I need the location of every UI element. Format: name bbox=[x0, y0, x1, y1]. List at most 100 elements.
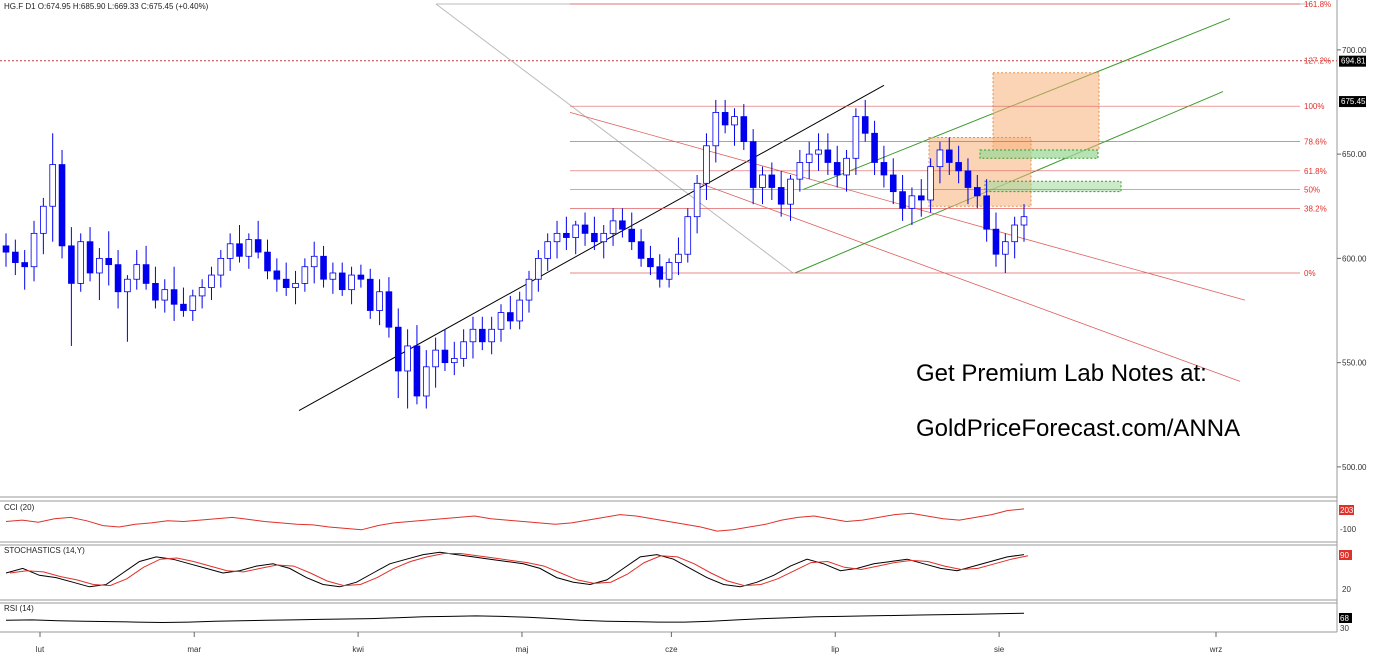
rsi-title: RSI (14) bbox=[4, 604, 34, 613]
candle-body bbox=[693, 182, 701, 218]
time-tick-label: lip bbox=[831, 645, 840, 654]
rsi-ref: 30 bbox=[1340, 624, 1349, 633]
candle-body bbox=[198, 287, 206, 297]
time-tick-label: lut bbox=[36, 645, 45, 654]
candle-body bbox=[731, 116, 738, 126]
candle-body bbox=[170, 289, 178, 305]
candle-body bbox=[880, 162, 888, 176]
price-tick-label: 650.00 bbox=[1342, 150, 1367, 159]
cci-value: 203 bbox=[1340, 506, 1354, 515]
price-tick-label: 700.00 bbox=[1342, 46, 1367, 55]
candle-body bbox=[2, 245, 10, 253]
candle-body bbox=[152, 283, 159, 301]
candle-body bbox=[805, 153, 813, 163]
last-price-tag bbox=[1339, 96, 1366, 108]
candle-body bbox=[226, 243, 234, 259]
candle-body bbox=[310, 255, 318, 268]
candle-body bbox=[703, 145, 710, 184]
candle-body bbox=[964, 170, 972, 188]
rsi-value: 68 bbox=[1340, 614, 1349, 623]
candle-body bbox=[768, 174, 776, 188]
candle-body bbox=[581, 224, 589, 234]
candle-body bbox=[516, 299, 523, 322]
green-gap-lower bbox=[984, 180, 1122, 193]
promo-line-1: Get Premium Lab Notes at: bbox=[916, 360, 1207, 387]
candle-body bbox=[609, 220, 617, 234]
candle-body bbox=[665, 262, 673, 280]
candle-body bbox=[815, 149, 822, 155]
candle-body bbox=[628, 228, 636, 243]
candle-body bbox=[21, 262, 28, 268]
candle-body bbox=[217, 257, 225, 276]
candle-body bbox=[553, 232, 561, 243]
candle-body bbox=[385, 291, 393, 328]
candle-body bbox=[563, 232, 570, 238]
stoch-k-series bbox=[5, 551, 1025, 588]
rsi-line bbox=[5, 612, 1025, 624]
candle-body bbox=[759, 174, 766, 188]
candle-body bbox=[1011, 224, 1018, 243]
fib-label: 61.8% bbox=[1304, 167, 1327, 176]
candle-body bbox=[273, 270, 281, 280]
candle-body bbox=[432, 349, 439, 368]
candle-body bbox=[619, 220, 626, 230]
candle-body bbox=[497, 312, 505, 330]
down-channel-upper bbox=[569, 112, 1246, 301]
candle-body bbox=[422, 366, 430, 397]
candle-body bbox=[12, 251, 19, 263]
candle-body bbox=[927, 166, 934, 201]
candle-body bbox=[348, 274, 355, 291]
candle-body bbox=[721, 112, 729, 126]
candle-body bbox=[68, 245, 75, 284]
candle-body bbox=[488, 328, 495, 343]
candle-body bbox=[124, 278, 131, 293]
candle-body bbox=[544, 241, 551, 259]
promo-line-2: GoldPriceForecast.com/ANNA bbox=[916, 415, 1240, 442]
candle-body bbox=[908, 195, 916, 209]
resistance-label: 694.81 bbox=[1341, 57, 1366, 66]
down-channel-lower bbox=[699, 182, 1241, 382]
candle-body bbox=[684, 216, 692, 255]
candle-body bbox=[525, 278, 533, 301]
candle-body bbox=[974, 187, 981, 197]
green-gap-upper bbox=[979, 149, 1099, 159]
candle-body bbox=[49, 164, 56, 207]
fib-label: 127.2% bbox=[1304, 57, 1331, 66]
candle-body bbox=[338, 272, 346, 291]
candle-body bbox=[329, 272, 337, 280]
candle-body bbox=[740, 116, 748, 143]
stoch-ref: 20 bbox=[1342, 585, 1351, 594]
candle-body bbox=[843, 157, 850, 176]
candle-body bbox=[245, 239, 253, 257]
candle-body bbox=[189, 295, 197, 311]
stoch-d-series bbox=[9, 553, 1029, 587]
cci-title: CCI (20) bbox=[4, 503, 35, 512]
candle-body bbox=[264, 251, 271, 272]
candle-body bbox=[96, 257, 103, 274]
grey-trend-line bbox=[435, 3, 794, 274]
candle-body bbox=[394, 326, 402, 372]
fib-label: 50% bbox=[1304, 186, 1320, 195]
time-tick-label: sie bbox=[994, 645, 1005, 654]
candle-body bbox=[292, 283, 299, 288]
candle-body bbox=[357, 274, 365, 280]
candle-body bbox=[236, 243, 243, 257]
cci-series bbox=[5, 508, 1025, 532]
stoch-value: 90 bbox=[1340, 551, 1349, 560]
cci-ref: -100 bbox=[1340, 525, 1357, 534]
candle-body bbox=[749, 141, 757, 188]
candle-body bbox=[600, 232, 608, 243]
candle-body bbox=[796, 162, 804, 180]
candle-body bbox=[889, 174, 897, 193]
candle-body bbox=[591, 232, 598, 243]
candle-body bbox=[899, 191, 906, 209]
time-tick-label: cze bbox=[665, 645, 678, 654]
rsi-value-tag bbox=[1339, 613, 1352, 623]
candle-body bbox=[936, 149, 944, 168]
price-tick-label: 500.00 bbox=[1342, 463, 1367, 472]
candle-body bbox=[40, 205, 47, 234]
candle-body bbox=[992, 228, 1000, 255]
candle-body bbox=[161, 289, 169, 301]
candle-body bbox=[254, 239, 262, 253]
